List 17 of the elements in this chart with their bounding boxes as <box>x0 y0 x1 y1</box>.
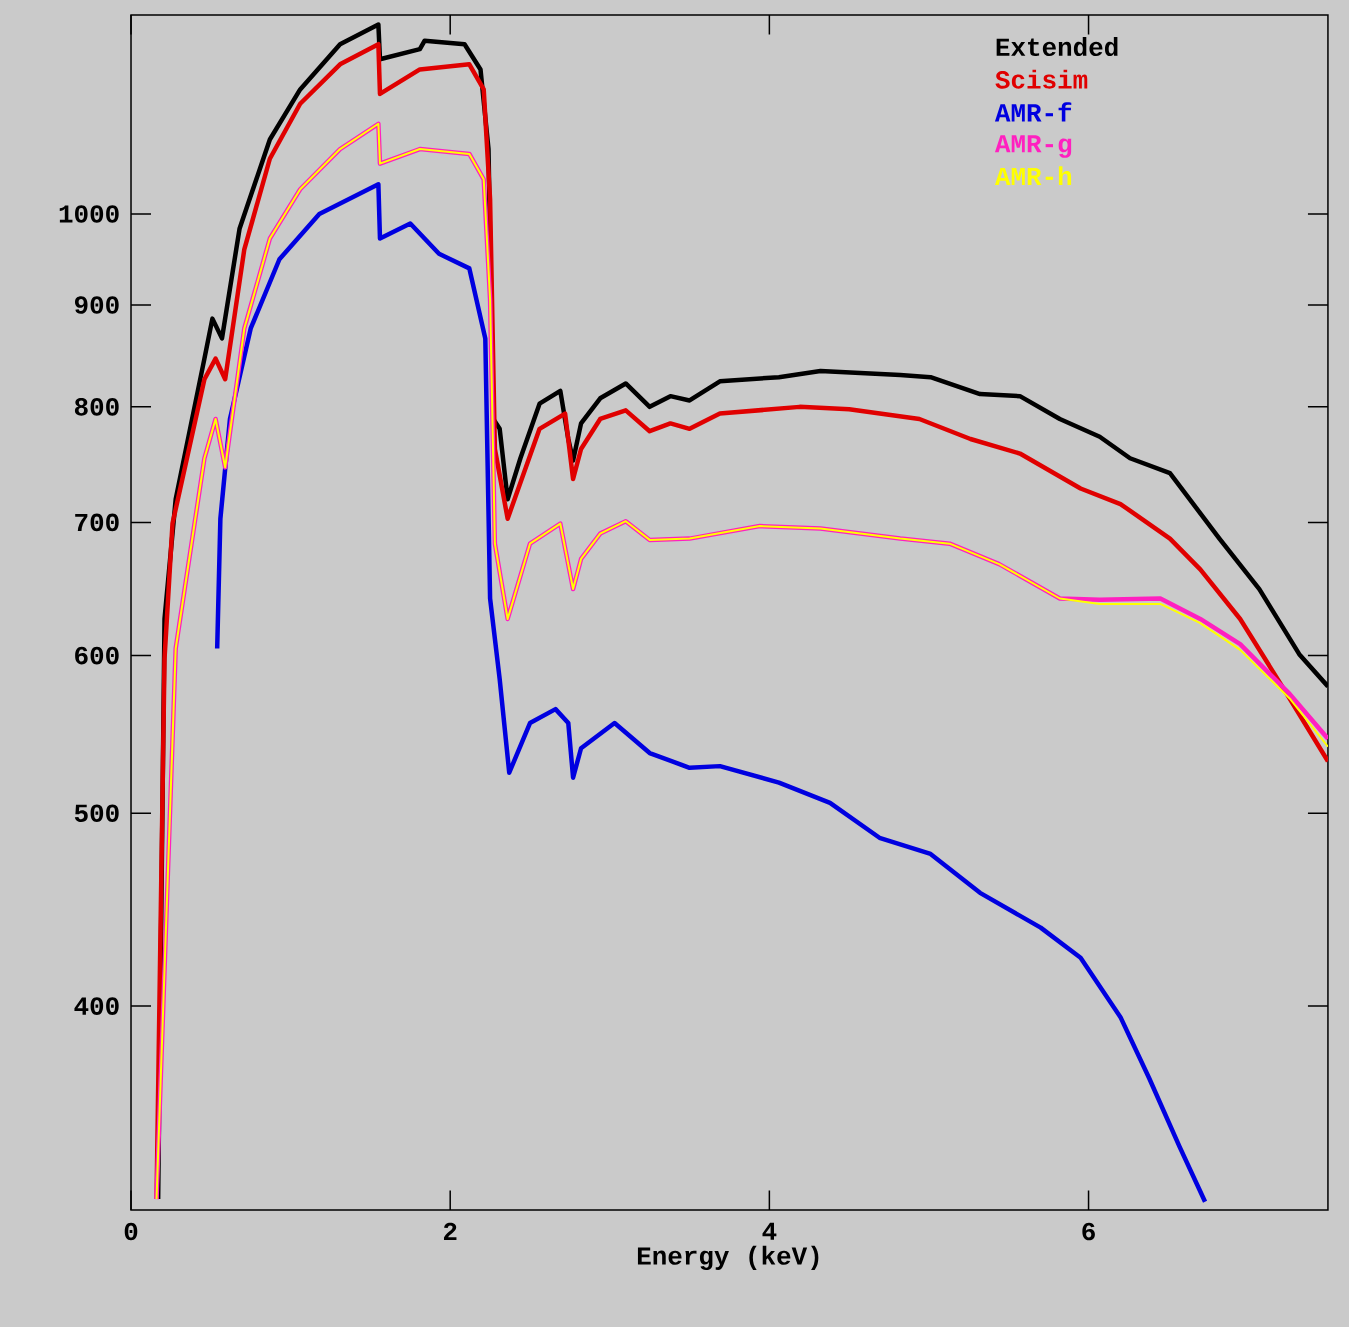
y-tick-label: 900 <box>74 296 119 314</box>
y-tick-label: 500 <box>74 804 119 822</box>
text: AMR-h <box>994 166 1072 186</box>
x-tick-label: 6 <box>1082 1222 1095 1241</box>
y-tick-label: 700 <box>75 513 119 532</box>
y-tick-label: 1000 <box>59 205 119 223</box>
x-tick-label: 0 <box>124 1222 138 1241</box>
x-axis-title: Energy (keV) <box>637 1245 819 1271</box>
x-tick-label: 4 <box>762 1222 777 1240</box>
text: AMR-g <box>994 135 1072 158</box>
y-tick-label: 400 <box>74 997 119 1015</box>
text: Scisim <box>995 69 1088 89</box>
text: AMR-f <box>994 102 1072 122</box>
x-tick-label: 2 <box>443 1222 457 1241</box>
y-tick-label: 600 <box>75 646 119 665</box>
legend-label: Extended <box>996 37 1118 57</box>
y-tick-label: 800 <box>74 398 119 416</box>
